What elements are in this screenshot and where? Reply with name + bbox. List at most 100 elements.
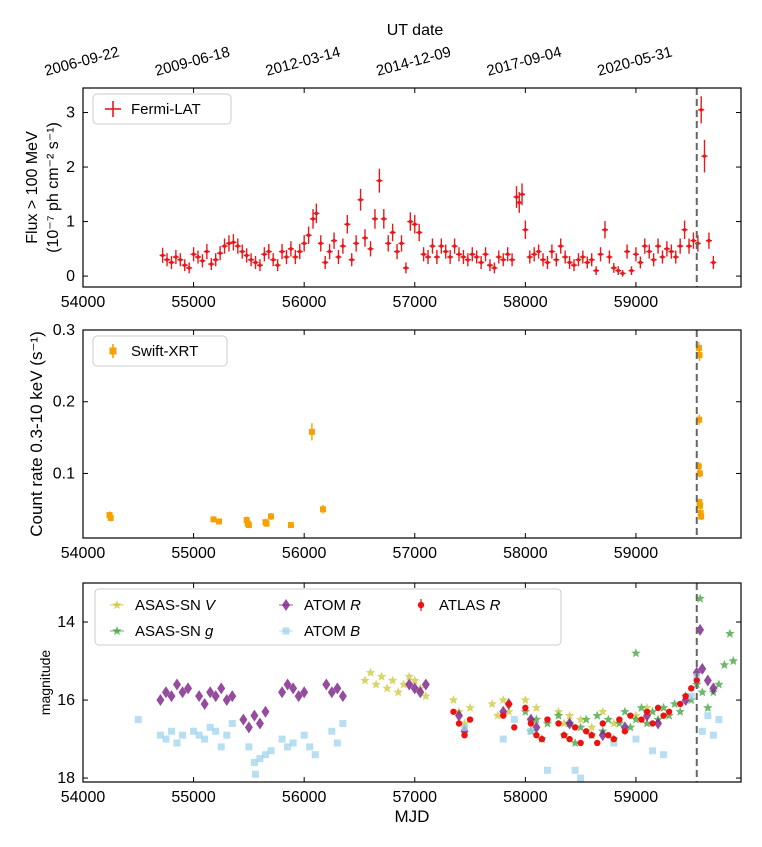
- y-tick-label: 0.2: [53, 394, 75, 411]
- data-point: [541, 257, 545, 262]
- data-point: [695, 593, 705, 603]
- data-point: [660, 255, 665, 259]
- data-point: [275, 263, 280, 267]
- data-point: [365, 667, 376, 677]
- data-point: [536, 249, 541, 254]
- data-point: [669, 699, 680, 708]
- data-point: [278, 686, 287, 699]
- data-point: [488, 263, 492, 267]
- data-point: [654, 704, 662, 712]
- data-point: [643, 708, 651, 715]
- data-point: [696, 470, 703, 477]
- data-point: [571, 724, 579, 731]
- data-point: [360, 675, 370, 685]
- data-point: [594, 268, 598, 273]
- data-point: [542, 718, 553, 728]
- data-point: [483, 252, 488, 257]
- data-point: [585, 260, 590, 265]
- data-point: [287, 522, 294, 529]
- data-point: [520, 192, 524, 197]
- data-point: [704, 712, 712, 720]
- data-point: [654, 717, 663, 730]
- data-point: [699, 108, 703, 112]
- data-point: [470, 252, 475, 257]
- data-point: [165, 257, 169, 262]
- data-point: [605, 731, 612, 739]
- data-point: [328, 727, 336, 735]
- data-point: [642, 244, 647, 248]
- data-point: [487, 699, 497, 708]
- x-tick-label: 59000: [614, 545, 659, 562]
- data-point: [252, 770, 260, 778]
- data-point: [697, 502, 704, 509]
- data-point: [575, 714, 586, 724]
- data-point: [222, 244, 227, 248]
- y-tick-label: 2: [66, 159, 75, 176]
- data-point: [543, 766, 551, 774]
- data-point: [589, 257, 594, 262]
- data-point: [555, 720, 562, 727]
- data-point: [250, 709, 259, 722]
- data-point: [631, 648, 641, 658]
- data-point: [283, 678, 292, 691]
- data-point: [711, 260, 716, 265]
- data-point: [410, 675, 420, 685]
- data-point: [404, 266, 408, 270]
- data-point: [408, 219, 413, 224]
- data-point: [592, 710, 602, 720]
- data-point: [457, 252, 461, 257]
- data-point: [289, 247, 293, 251]
- y-tick-label: 14: [57, 614, 75, 631]
- data-point: [517, 200, 522, 205]
- data-point: [266, 249, 271, 254]
- y-tick-label: 1: [66, 214, 75, 231]
- data-point: [306, 233, 311, 238]
- data-point: [297, 249, 302, 254]
- data-point: [205, 249, 209, 254]
- data-point: [625, 722, 636, 732]
- data-point: [581, 255, 585, 259]
- data-point: [598, 252, 603, 257]
- data-point: [616, 716, 623, 723]
- data-point: [430, 244, 435, 248]
- data-point: [162, 735, 170, 743]
- data-point: [703, 674, 712, 687]
- data-point: [244, 253, 249, 258]
- data-point: [570, 738, 580, 747]
- data-point: [497, 255, 501, 259]
- data-point: [249, 257, 253, 262]
- data-point: [399, 679, 409, 689]
- legend-label: Swift-XRT: [131, 343, 198, 360]
- series-fermi-lat: [159, 96, 717, 277]
- data-layer: [159, 96, 717, 277]
- data-point: [642, 718, 652, 728]
- data-point: [614, 718, 625, 728]
- data-point: [493, 710, 503, 720]
- data-point: [332, 238, 336, 243]
- data-point: [345, 222, 350, 227]
- data-point: [577, 739, 584, 747]
- data-point: [649, 747, 657, 755]
- data-point: [211, 690, 220, 703]
- data-point: [560, 731, 568, 739]
- data-point: [531, 714, 542, 724]
- top-axis-title: UT date: [387, 22, 444, 39]
- y-tick-label: 18: [57, 770, 75, 787]
- data-point: [319, 506, 326, 513]
- data-point: [594, 739, 601, 747]
- data-point: [156, 731, 164, 739]
- x-tick-label: 58000: [503, 789, 548, 806]
- data-point: [598, 706, 608, 716]
- data-point: [665, 708, 673, 715]
- data-point: [245, 522, 252, 529]
- data-point: [195, 731, 203, 739]
- panel-fermi: 54000 55000 56000 57000 58000 59000 0 1 2 3 Flux >…: [24, 87, 742, 311]
- data-point: [387, 675, 398, 685]
- data-point: [695, 344, 702, 351]
- data-point: [709, 731, 717, 739]
- data-point: [532, 721, 541, 734]
- data-point: [461, 731, 468, 739]
- data-point: [250, 758, 258, 766]
- data-point: [621, 728, 629, 735]
